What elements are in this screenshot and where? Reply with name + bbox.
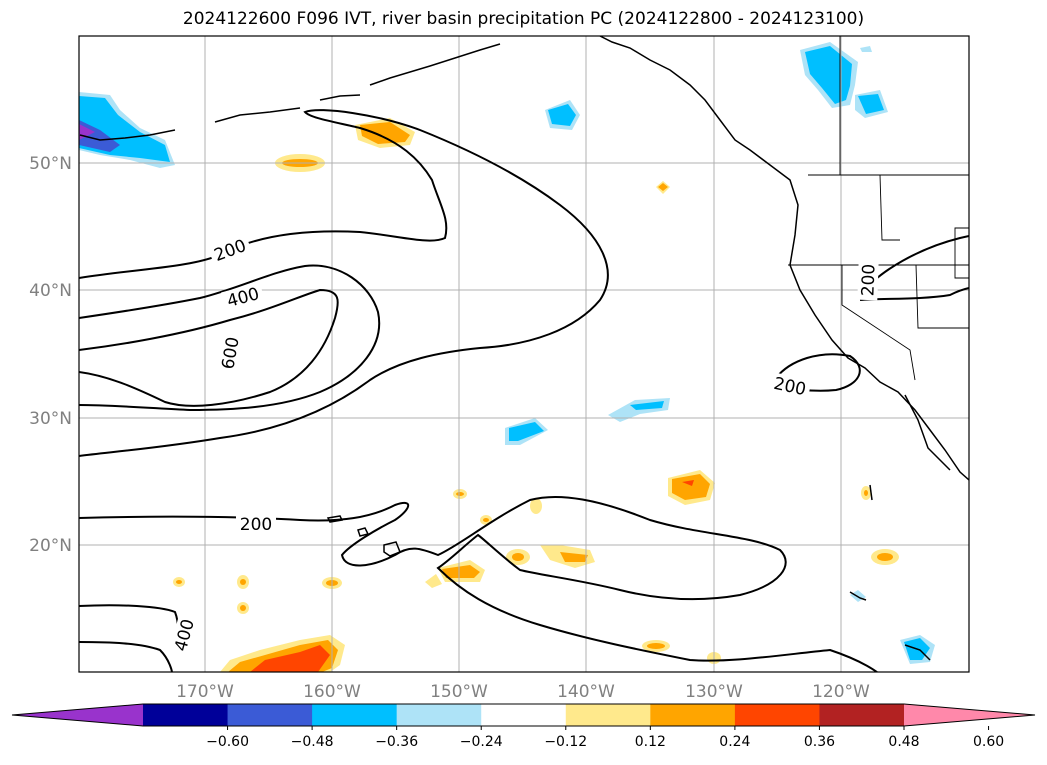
- map-frame: [78, 35, 970, 673]
- colorbar-segment: [312, 704, 398, 726]
- colorbar-extend-low: [12, 704, 143, 726]
- colorbar-segment: [227, 704, 313, 726]
- lat-tick: 30°N: [29, 409, 72, 429]
- lon-tick: 120°W: [812, 682, 870, 702]
- contour-label: 200: [858, 263, 879, 296]
- colorbar-outline: [11, 703, 1036, 727]
- longitude-ticks: 170°W 160°W 150°W 140°W 130°W 120°W: [176, 682, 870, 702]
- colorbar-extend-high: [904, 704, 1035, 726]
- colorbar-tick-label: 0.48: [888, 734, 919, 750]
- colorbar-tick-label: −0.60: [206, 734, 249, 750]
- colorbar-tick-label: −0.36: [375, 734, 418, 750]
- colorbar-tick-label: −0.12: [544, 734, 587, 750]
- colorbar-tick-label: −0.24: [460, 734, 503, 750]
- lon-tick: 140°W: [557, 682, 615, 702]
- colorbar-tick-label: 0.36: [804, 734, 835, 750]
- colorbar-segment: [143, 704, 229, 726]
- lat-tick: 40°N: [29, 281, 72, 301]
- colorbar-tick-label: 0.12: [635, 734, 666, 750]
- colorbar-segment: [396, 704, 482, 726]
- colorbar: −0.60 −0.48 −0.36 −0.24 −0.12 0.12 0.24 0.36 0.4…: [11, 703, 1036, 750]
- colorbar-tick-label: 0.60: [973, 734, 1004, 750]
- ivt-contours: [79, 109, 969, 672]
- map-title: 2024122600 F096 IVT, river basin precipi…: [182, 9, 865, 29]
- colorbar-segment: [819, 704, 905, 726]
- latitude-ticks: 50°N 40°N 30°N 20°N: [29, 154, 72, 556]
- colorbar-tick-label: −0.48: [291, 734, 334, 750]
- lon-tick: 150°W: [430, 682, 488, 702]
- lat-tick: 20°N: [29, 536, 72, 556]
- coastlines: [79, 36, 969, 661]
- lon-tick: 170°W: [176, 682, 234, 702]
- colorbar-segment: [734, 704, 820, 726]
- lon-tick: 160°W: [303, 682, 361, 702]
- colorbar-segment: [481, 704, 567, 726]
- lon-tick: 130°W: [685, 682, 743, 702]
- lat-tick: 50°N: [29, 154, 72, 174]
- colorbar-segment: [650, 704, 736, 726]
- colorbar-segment: [565, 704, 651, 726]
- state-borders: [788, 36, 969, 381]
- colorbar-tick-label: 0.24: [719, 734, 750, 750]
- contour-label: 200: [240, 515, 272, 535]
